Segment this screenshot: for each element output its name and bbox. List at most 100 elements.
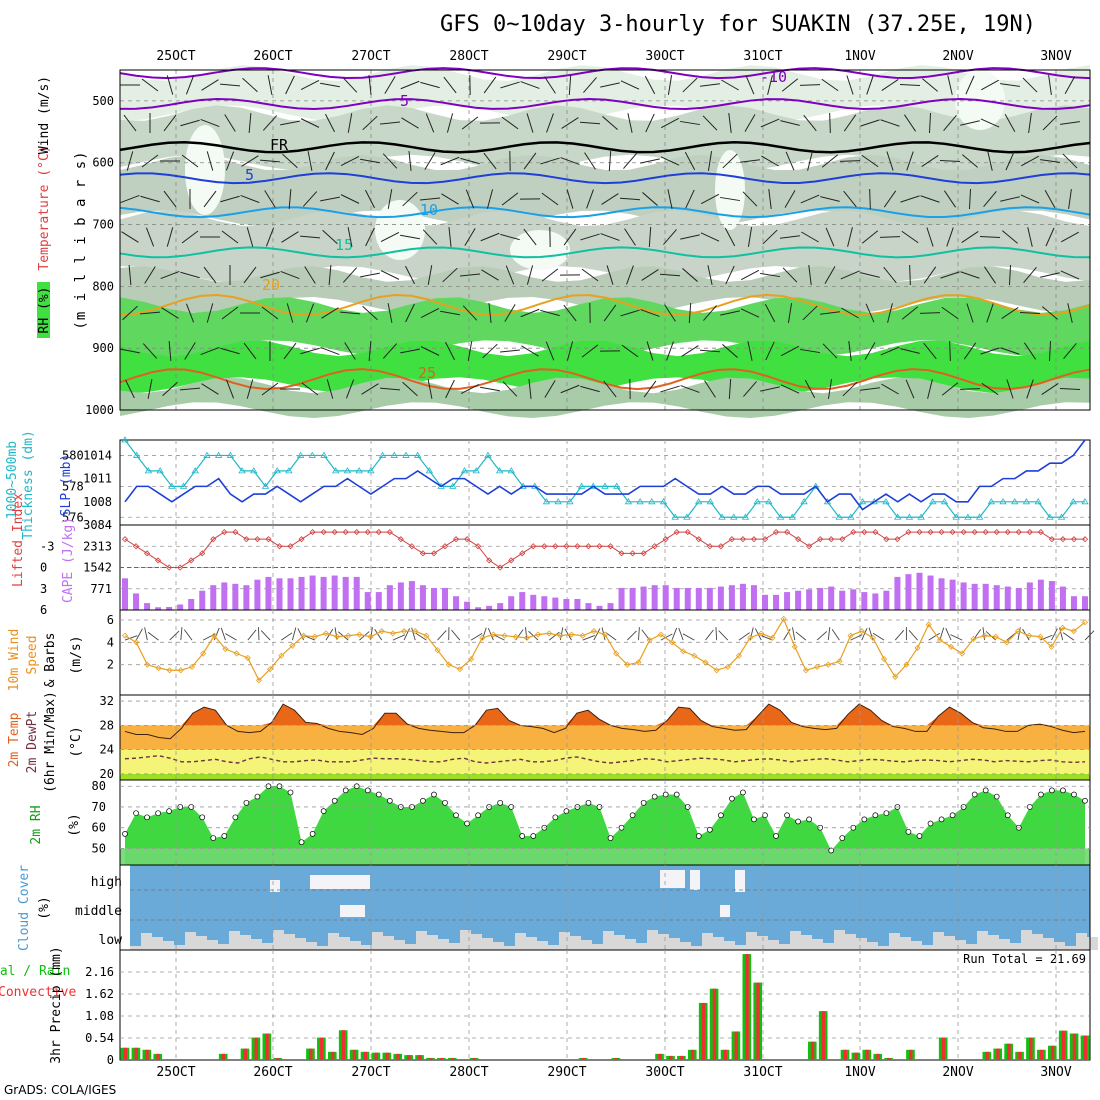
rh-point [420,797,426,804]
li-point [486,557,493,564]
wind-speed-point [847,632,854,639]
wind-barb [342,267,358,283]
wind-barb [1006,379,1014,399]
li-point [607,543,614,550]
li-point [452,536,460,543]
wind-barb [541,268,559,282]
temp-line [124,703,1086,740]
wind-barb [260,271,280,279]
wind-barb [368,75,372,95]
thickness-point [753,498,761,505]
wind-speed-point [590,628,597,635]
rh-point [155,810,161,817]
wind-barb [600,233,620,241]
cloud-low-block [526,937,537,950]
cloud-low-block [262,943,273,950]
cape-bar [177,604,184,610]
cape-bar [541,596,548,610]
cape-bar [155,607,162,610]
wind-barb [541,192,559,206]
thickness-point [847,513,855,520]
wind-barb [961,230,979,244]
wind-barb [822,343,838,359]
wind-barb [360,158,380,164]
title-text: GFS 0~10day 3-hourly for SUAKIN (37.25E,… [440,12,1037,37]
wind-barb [785,151,795,171]
wind-speed-point [601,631,609,638]
precip-conv-bar [1018,1051,1022,1060]
thickness-slp-border [119,439,1091,526]
wind-barb [321,307,339,319]
wind-barb [829,112,831,134]
rh-point [375,791,382,798]
wind10m-border [119,609,1091,696]
thickness-tick-label: 576 [62,510,84,524]
wind-barb [966,303,974,323]
wind10m-axis-label-1: 10m Wind [7,629,22,692]
cape-bar [806,589,813,610]
li-point [155,557,162,564]
cloud-low-block [317,946,328,950]
wind-speed-point [534,631,542,638]
wind-barb [465,189,475,209]
thickness-point [882,498,890,505]
li-point [121,536,129,543]
rh-tick-label: 70 [92,800,106,814]
wind10m-barb [627,630,637,641]
wind-barb [1020,194,1040,204]
cape-bar [850,589,857,610]
cloud-low-block [581,940,592,950]
rh-point [927,820,934,827]
wind10m-barb [281,632,293,641]
wind-barb [623,153,637,169]
li-point [221,529,228,536]
cloud-low-block [856,938,867,950]
precip-conv-bar [701,1002,706,1060]
wind-barb [682,77,698,93]
wind-barb [379,387,401,391]
li-point [541,543,548,550]
rh-point [320,808,327,814]
wind-barb [185,75,195,95]
wind-speed-point [947,643,955,650]
cloud-low-block [141,933,152,950]
wind-barb [1001,306,1019,320]
cloud-low-block [636,943,647,950]
wind-barb [722,153,738,169]
thickness-point [1022,498,1031,505]
cloud-low-block [603,931,614,950]
wind-barb [523,228,537,246]
wind-speed-point [434,647,441,654]
thickness-point [238,467,246,474]
precip-conv-bar [385,1052,389,1060]
thickness-axis-label-1: 1000~500mb [5,441,20,519]
bottom-date-label: 2NOV [942,1065,973,1080]
li-point [430,550,438,557]
thickness-point [929,498,937,505]
wind-barb [283,342,297,360]
wind-barb [248,112,252,134]
wind-barb [528,379,532,399]
thickness-point [156,467,164,474]
wind10m-barb [370,627,373,641]
thickness-point [800,498,808,505]
wind-barb [880,346,900,356]
wind-barb [923,342,937,360]
wind-barb [325,113,335,133]
li-point [1048,536,1055,543]
cloud-low-block [515,933,526,950]
wind-barb [320,346,340,356]
wind-barb [900,195,920,203]
wind-barb [707,151,713,171]
wind-barb [462,305,478,321]
wind-barb [500,233,520,241]
cape-bar [552,597,559,610]
wind-barb [200,118,220,128]
wind-speed-point [378,628,385,635]
rh-point [464,820,470,827]
wind-barb [584,152,596,170]
cloud-low-block [427,935,438,950]
cloud-low-block [185,932,196,950]
cloud-low-block [977,931,988,950]
wind10m-barb [470,633,483,641]
